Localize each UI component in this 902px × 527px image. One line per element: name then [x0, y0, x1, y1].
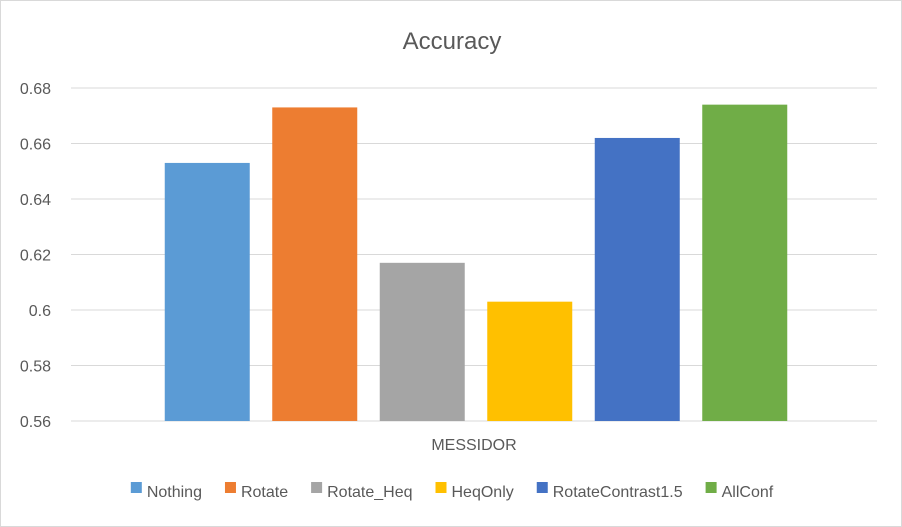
- legend-item-rotate-heq: Rotate_Heq: [311, 482, 413, 501]
- legend-item-allconf: AllConf: [705, 482, 774, 501]
- bar-rotatecontrast1-5: [594, 137, 680, 421]
- y-tick-label: 0.62: [20, 248, 51, 265]
- chart-title: Accuracy: [403, 28, 502, 55]
- legend-swatch: [224, 482, 236, 493]
- legend-swatch: [705, 482, 717, 493]
- legend-item-nothing: Nothing: [130, 482, 202, 501]
- legend-label: Nothing: [147, 484, 202, 501]
- bars: [164, 104, 788, 422]
- y-tick-label: 0.68: [20, 81, 51, 98]
- legend-swatch: [130, 482, 142, 493]
- x-axis-category-labels: MESSIDOR: [431, 437, 516, 454]
- bar-heqonly: [487, 301, 573, 421]
- bar-allconf: [702, 104, 788, 422]
- bar-rotate-heq: [379, 262, 465, 421]
- bar-nothing: [164, 162, 250, 422]
- y-tick-label: 0.58: [20, 359, 51, 376]
- legend-swatch: [435, 482, 447, 493]
- y-tick-label: 0.64: [20, 192, 51, 209]
- legend-item-rotate: Rotate: [224, 482, 288, 501]
- legend-item-rotatecontrast1-5: RotateContrast1.5: [536, 482, 683, 501]
- y-tick-label: 0.66: [20, 137, 51, 154]
- bar-rotate: [272, 107, 358, 422]
- y-axis-tick-labels: 0.56 0.58 0.6 0.62 0.64 0.66 0.68: [20, 81, 51, 431]
- legend-label: Rotate_Heq: [327, 484, 412, 501]
- legend-label: Rotate: [241, 484, 288, 501]
- x-category-label: MESSIDOR: [431, 437, 516, 454]
- legend-item-heqonly: HeqOnly: [435, 482, 514, 501]
- legend-label: RotateContrast1.5: [553, 484, 683, 501]
- legend-label: AllConf: [722, 484, 774, 501]
- y-tick-label: 0.56: [20, 414, 51, 431]
- y-tick-label: 0.6: [29, 303, 51, 320]
- legend-swatch: [536, 482, 548, 493]
- legend: Nothing Rotate Rotate_Heq HeqOnly RotateCont…: [130, 482, 774, 501]
- legend-label: HeqOnly: [452, 484, 514, 501]
- legend-swatch: [311, 482, 323, 493]
